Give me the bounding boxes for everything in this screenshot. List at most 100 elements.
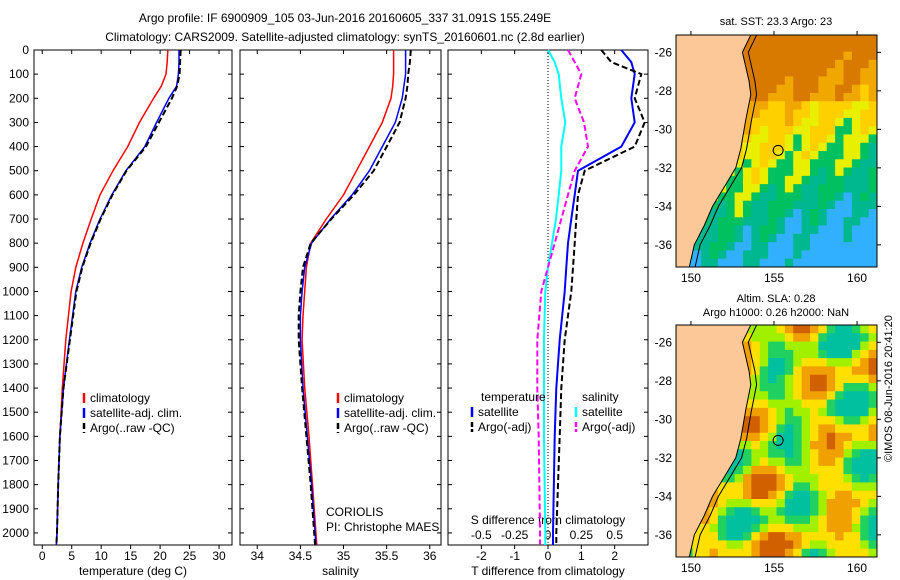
credit-text: ©IMOS 08-Jun-2016 20:41:20: [883, 315, 895, 462]
legend-label: satellite-adj. clim.: [344, 406, 436, 420]
sst-map: 150 155 160 -26 -28 -30 -32 -34 -36 sat. SST: 23.…: [655, 16, 881, 285]
y-tick-label: 1900: [2, 502, 29, 516]
y-tick-label: 1400: [2, 381, 29, 395]
lat-tick-label: -30: [655, 122, 673, 136]
argo-station-marker: [772, 434, 784, 446]
salinity-panel: 34 34.5 35 35.5 36 salinity climatologysatelli…: [239, 49, 442, 578]
x-tick-label: 25: [183, 549, 197, 563]
title-line2: Climatology: CARS2009. Satellite-adjuste…: [105, 30, 585, 44]
legend-title-temperature: temperature: [481, 390, 546, 404]
map-frame: [675, 324, 878, 558]
x-tick-label: 30: [212, 549, 226, 563]
lon-tick-label: 150: [681, 271, 701, 285]
lat-tick-label: -30: [655, 412, 673, 426]
land-mass: [676, 35, 752, 267]
x-tick-label: 2: [611, 549, 618, 563]
lon-tick-label: 155: [764, 561, 784, 575]
x-tick-label: -2: [476, 549, 487, 563]
map-frame: [675, 34, 878, 268]
s-tick-label: 0: [545, 528, 552, 542]
legend-label: climatology: [90, 391, 150, 405]
y-tick-label: 1100: [3, 309, 29, 323]
lat-tick-label: -34: [655, 199, 673, 213]
map-subtitle: Argo h1000: 0.26 h2000: NaN: [703, 307, 849, 319]
y-tick-label: 1500: [2, 405, 29, 419]
lat-tick-label: -26: [655, 45, 673, 59]
x-axis-label: temperature (deg C): [79, 564, 187, 578]
land-mass: [676, 325, 752, 557]
x-tick-label: 20: [153, 549, 167, 563]
y-tick-label: 0: [22, 43, 29, 57]
legend-label: Argo(..raw -QC): [344, 421, 429, 435]
legend-title-salinity: salinity: [582, 390, 619, 404]
plot-frame: [33, 49, 233, 546]
x-tick-label: 5: [68, 549, 75, 563]
s-tick-label: -0.25: [501, 528, 529, 542]
y-tick-label: 600: [9, 188, 29, 202]
legend-label: Argo(-adj): [582, 420, 635, 434]
lon-tick-label: 155: [764, 271, 784, 285]
temperature-line-0: [55, 49, 169, 546]
isobath-contour: [694, 35, 758, 267]
lat-tick-label: -36: [655, 238, 673, 252]
x-tick-label: 35: [337, 549, 351, 563]
s-tick-label: -0.5: [471, 528, 492, 542]
y-tick-label: 1600: [2, 429, 29, 443]
s-tick-label: 0.25: [570, 528, 594, 542]
y-tick-label: 100: [9, 67, 29, 81]
sla-map: 150 155 160 -26 -28 -30 -32 -34 -36 Altim. SLA: 0…: [655, 293, 881, 575]
lat-tick-label: -32: [655, 451, 673, 465]
legend-label: satellite: [582, 405, 623, 419]
y-tick-label: 1300: [2, 357, 29, 371]
x-tick-label: 35.5: [375, 549, 399, 563]
y-tick-label: 800: [9, 236, 29, 250]
legend-label: Argo(..raw -QC): [90, 421, 175, 435]
lat-tick-label: -28: [655, 374, 673, 388]
lon-tick-label: 160: [847, 271, 867, 285]
x-axis-label: T difference from climatology: [471, 564, 625, 578]
lat-tick-label: -32: [655, 161, 673, 175]
legend-label: satellite: [478, 405, 519, 419]
y-tick-label: 1700: [2, 453, 29, 467]
x-tick-label: 34: [251, 549, 265, 563]
lat-tick-label: -26: [655, 335, 673, 349]
lon-tick-label: 150: [681, 561, 701, 575]
lat-tick-label: -28: [655, 84, 673, 98]
y-tick-label: 1200: [2, 333, 29, 347]
difference-line-0: [552, 49, 636, 545]
x-axis-label: salinity: [322, 564, 359, 578]
x-tick-label: 36: [423, 549, 437, 563]
y-tick-label: 2000: [2, 526, 29, 540]
x-tick-label: -1: [509, 549, 520, 563]
y-tick-label: 400: [9, 140, 29, 154]
y-tick-label: 1800: [2, 478, 29, 492]
y-tick-label: 200: [9, 91, 29, 105]
y-tick-label: 900: [9, 260, 29, 274]
y-tick-label: 700: [9, 212, 29, 226]
lat-tick-label: -34: [655, 489, 673, 503]
legend-label: climatology: [344, 391, 404, 405]
map-title: sat. SST: 23.3 Argo: 23: [720, 16, 833, 28]
x-tick-label: 1: [578, 549, 585, 563]
annotation-coriolis: CORIOLIS: [326, 505, 383, 519]
y-tick-label: 300: [9, 115, 29, 129]
map-title: Altim. SLA: 0.28: [737, 293, 816, 305]
plot-frame: [239, 49, 442, 546]
x-tick-label: 15: [124, 549, 138, 563]
temperature-line-2: [55, 49, 182, 546]
difference-line-1: [555, 49, 646, 545]
y-tick-label: 500: [9, 164, 29, 178]
y-tick-label: 1000: [2, 284, 29, 298]
salinity-line-1: [299, 50, 407, 546]
isobath-contour: [694, 325, 758, 557]
temperature-panel: 0 100 200 300 400 500 600 700 800 900 1000 1100 1200…: [2, 43, 233, 578]
lon-tick-label: 160: [847, 561, 867, 575]
title-line1: Argo profile: IF 6900909_105 03-Jun-2016…: [139, 11, 551, 25]
x-tick-label: 0: [545, 549, 552, 563]
difference-line-2: [543, 49, 567, 545]
difference-line-3: [536, 49, 590, 545]
s-tick-label: 0.5: [606, 528, 623, 542]
s-axis-label: S difference from climatology: [471, 513, 626, 527]
annotation-pi: PI: Christophe MAES: [326, 520, 439, 534]
